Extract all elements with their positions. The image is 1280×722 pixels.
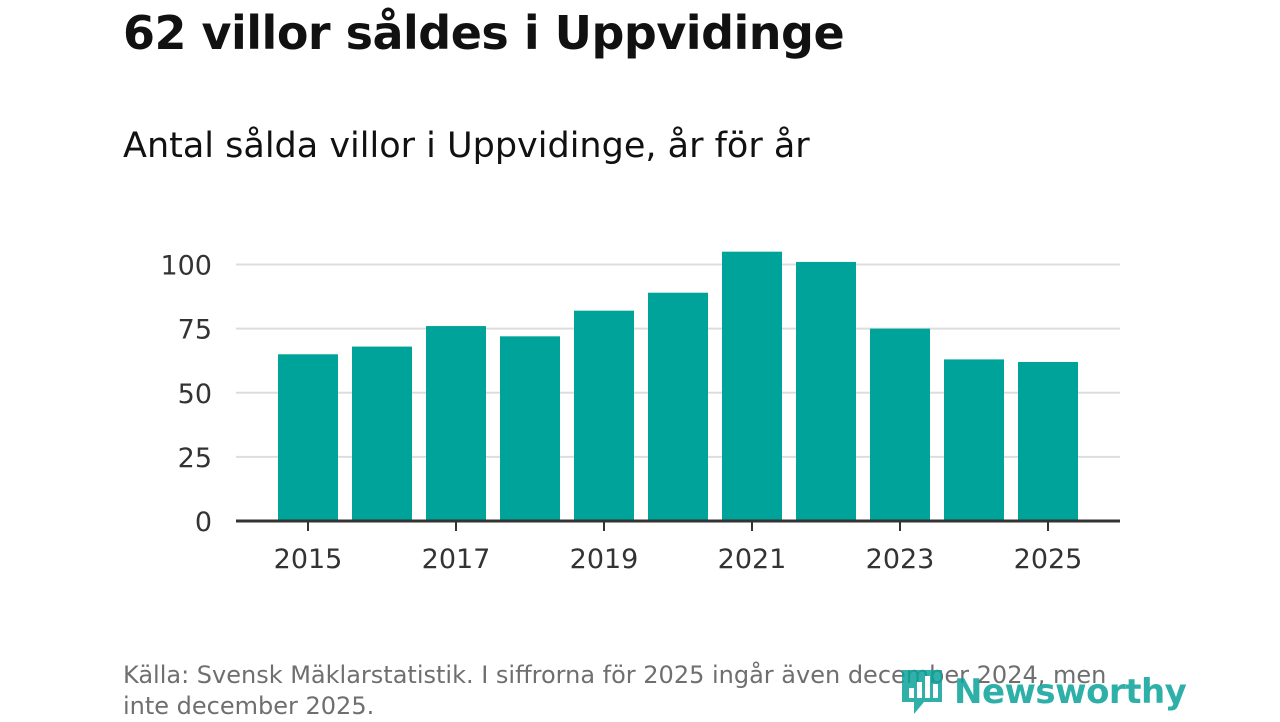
y-tick-label: 0 — [195, 507, 212, 538]
bar — [722, 251, 782, 522]
bar — [796, 261, 856, 521]
logo-text: Newsworthy — [954, 672, 1187, 712]
bar — [426, 326, 486, 521]
bar — [1018, 361, 1078, 521]
x-tick-label: 2015 — [274, 544, 343, 575]
y-tick-label: 75 — [178, 315, 212, 346]
x-tick-label: 2017 — [422, 544, 491, 575]
y-tick-label: 100 — [160, 251, 212, 282]
x-tick-label: 2019 — [570, 544, 639, 575]
x-tick-label: 2025 — [1014, 544, 1083, 575]
bar — [500, 336, 560, 521]
bar — [278, 354, 338, 521]
newsworthy-logo-icon — [902, 670, 942, 714]
x-tick-label: 2021 — [718, 544, 787, 575]
y-tick-label: 50 — [178, 379, 212, 410]
newsworthy-logo: Newsworthy — [900, 668, 1187, 716]
bar — [648, 292, 708, 521]
bar — [352, 346, 412, 521]
bar — [574, 310, 634, 521]
chart-subtitle: Antal sålda villor i Uppvidinge, år för … — [123, 126, 810, 166]
y-tick-label: 25 — [178, 443, 212, 474]
bar — [944, 359, 1004, 521]
source-note: Källa: Svensk Mäklarstatistik. I siffror… — [123, 661, 1107, 720]
x-tick-label: 2023 — [866, 544, 935, 575]
bar — [870, 328, 930, 521]
headline: 62 villor såldes i Uppvidinge — [123, 6, 845, 60]
